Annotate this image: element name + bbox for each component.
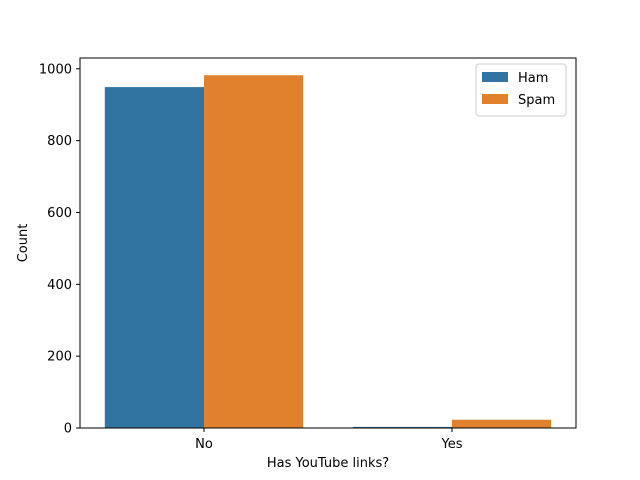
- legend-swatch-ham: [482, 72, 508, 82]
- x-tick-label: Yes: [441, 437, 463, 452]
- y-tick-label: 0: [64, 422, 72, 437]
- y-tick-label: 1000: [39, 62, 72, 77]
- y-axis-ticks: 0 200 400 600 800 1000: [39, 62, 80, 437]
- bars-group: [104, 75, 552, 429]
- bar-ham-yes: [352, 426, 452, 428]
- bar-ham-no: [104, 87, 204, 429]
- y-tick-label: 600: [47, 206, 72, 221]
- y-axis-label: Count: [16, 224, 31, 263]
- y-tick-label: 800: [47, 134, 72, 149]
- bar-spam-yes: [452, 419, 552, 428]
- y-tick-label: 200: [47, 350, 72, 365]
- x-axis-ticks: No Yes: [195, 428, 463, 452]
- legend-swatch-spam: [482, 94, 508, 104]
- y-tick-label: 400: [47, 278, 72, 293]
- legend-label-ham: Ham: [518, 71, 548, 86]
- legend: Ham Spam: [475, 63, 567, 117]
- x-axis-label: Has YouTube links?: [267, 456, 389, 471]
- legend-label-spam: Spam: [518, 93, 555, 108]
- plot-frame: [79, 57, 577, 429]
- x-tick-label: No: [195, 437, 213, 452]
- bar-spam-no: [204, 75, 304, 428]
